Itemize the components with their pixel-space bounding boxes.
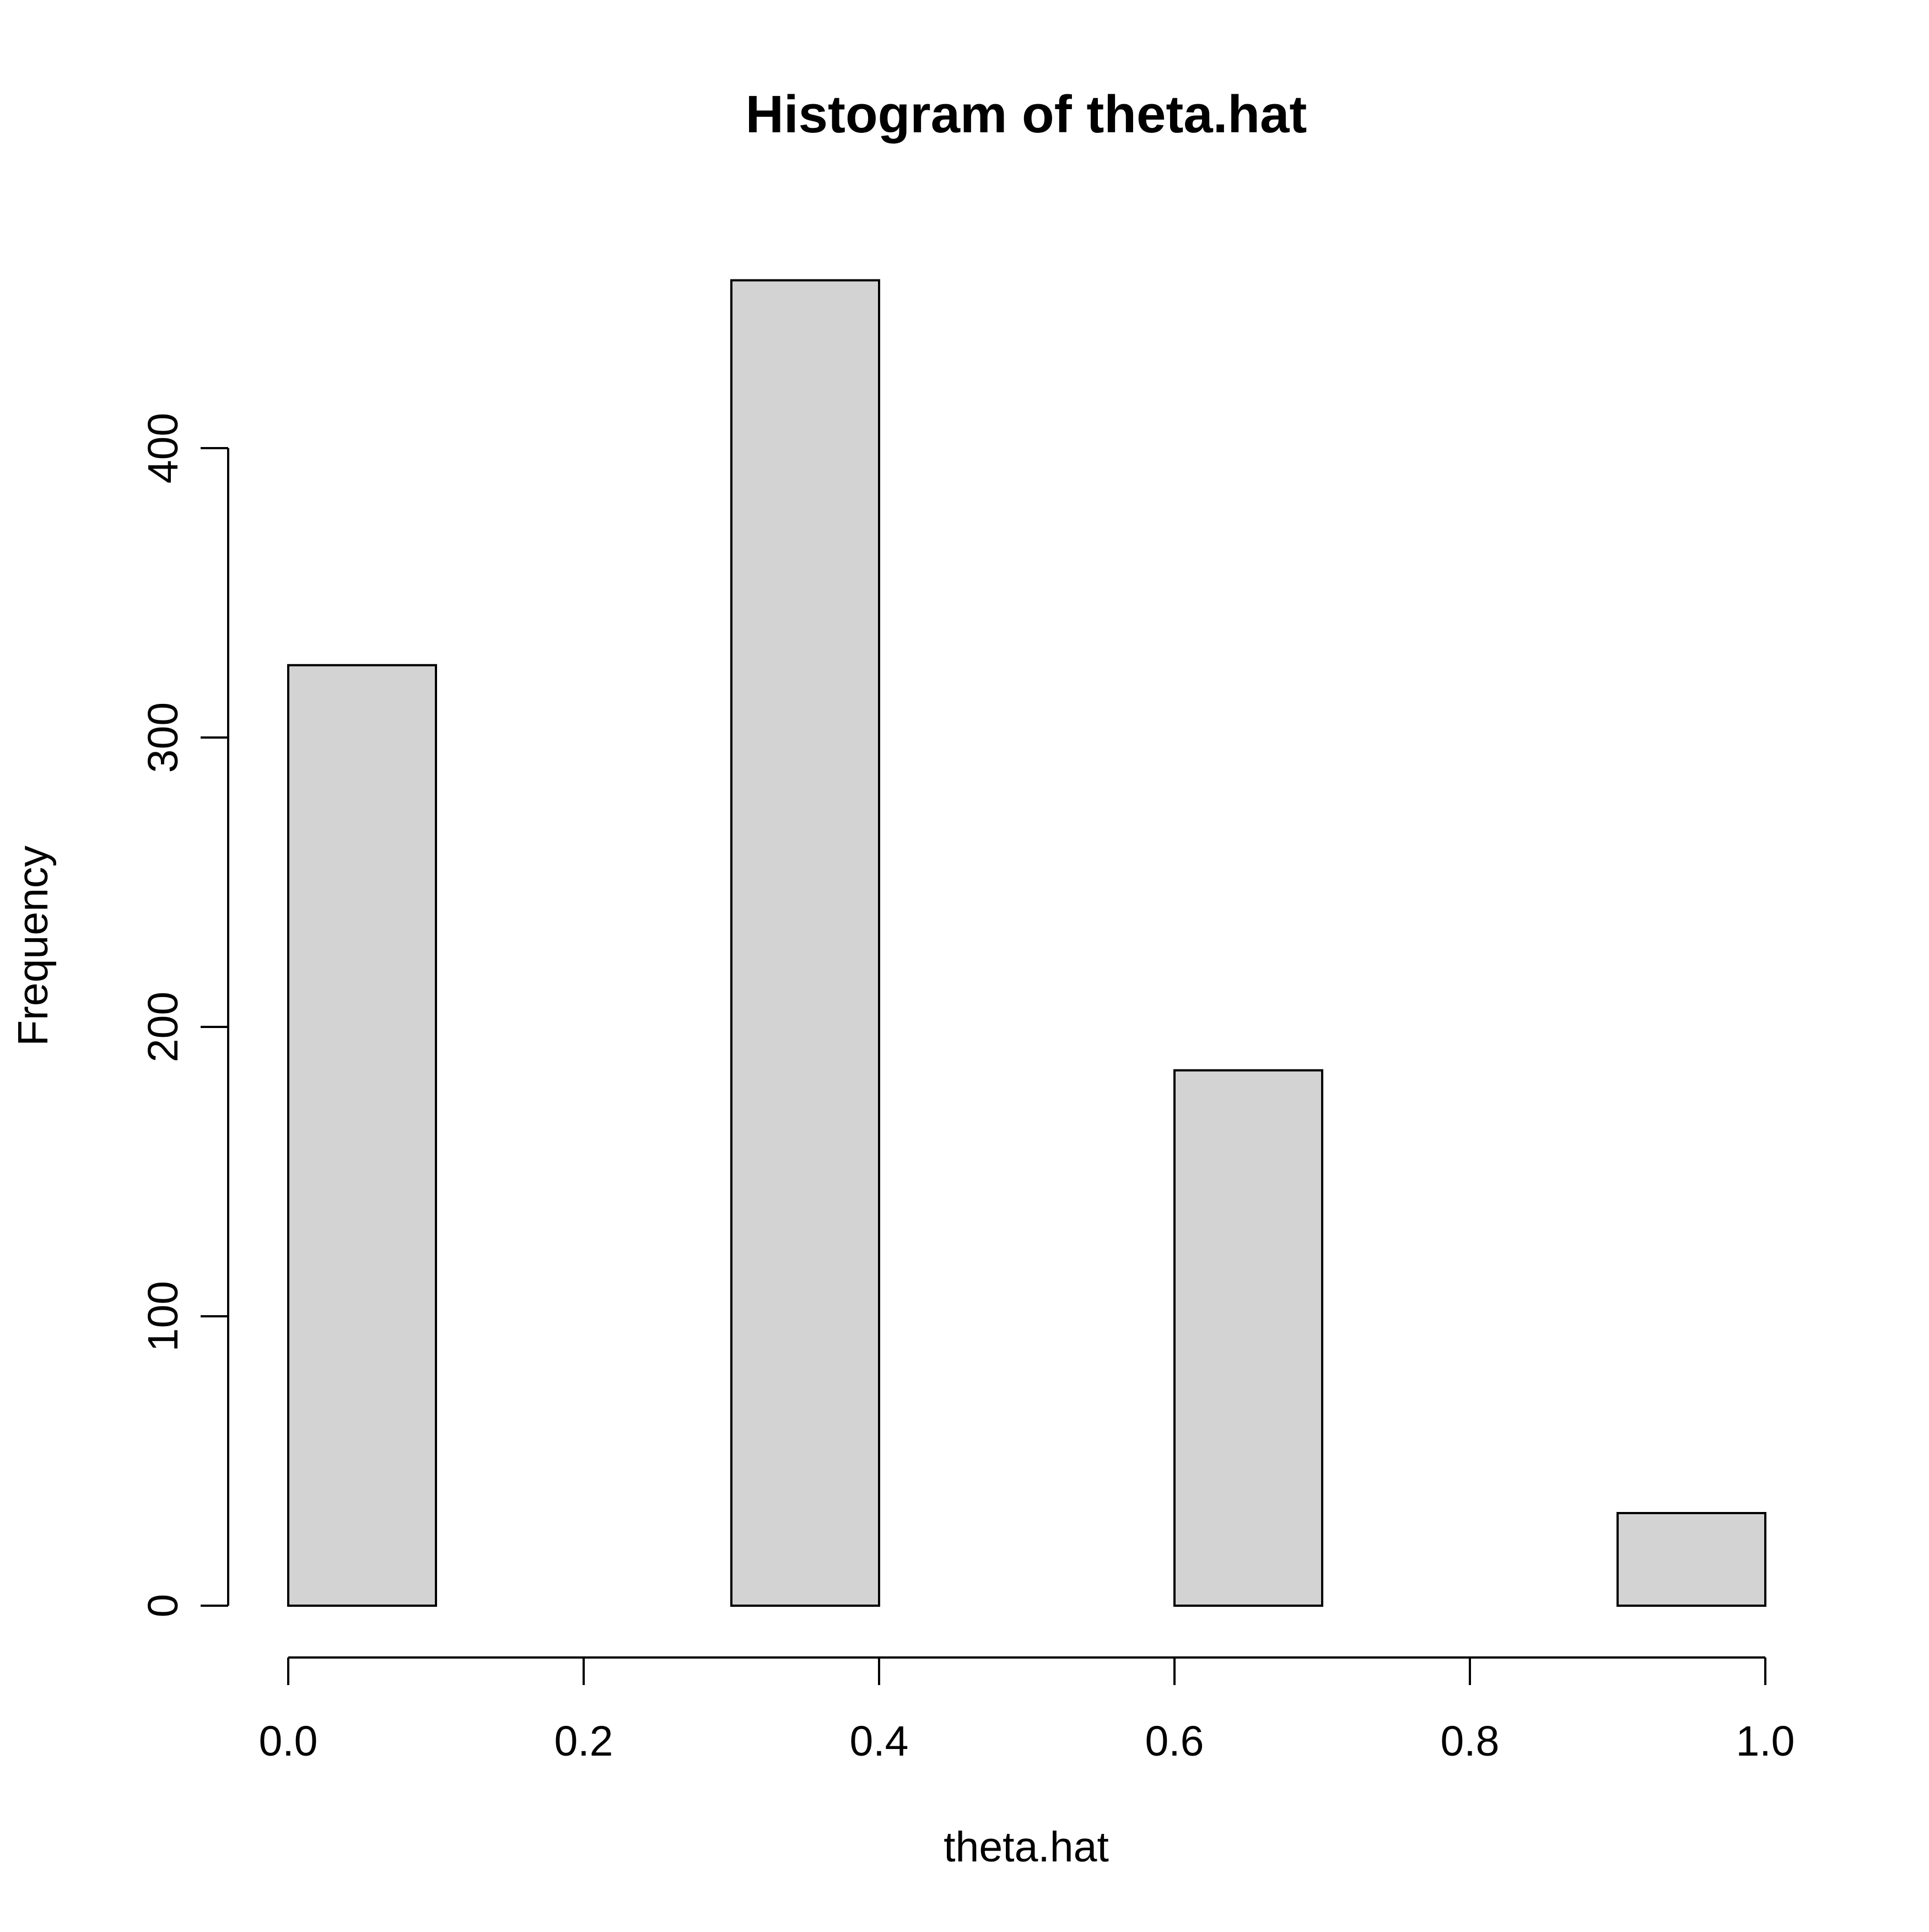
y-tick-label: 0 bbox=[139, 1594, 187, 1618]
histogram-bar bbox=[1173, 1069, 1323, 1607]
x-tick-label: 0.2 bbox=[554, 1718, 613, 1765]
x-axis-label: theta.hat bbox=[944, 1823, 1109, 1871]
x-tick-label: 0.0 bbox=[258, 1718, 317, 1765]
histogram-bar bbox=[287, 664, 437, 1607]
y-tick-label: 400 bbox=[139, 413, 187, 483]
chart-title: Histogram of theta.hat bbox=[746, 85, 1307, 144]
x-tick-label: 0.4 bbox=[849, 1718, 908, 1765]
bars-group bbox=[287, 279, 1766, 1607]
x-tick-label: 1.0 bbox=[1736, 1718, 1795, 1765]
histogram-bar bbox=[730, 279, 880, 1607]
x-tick-label: 0.6 bbox=[1145, 1718, 1204, 1765]
y-axis-label: Frequency bbox=[9, 846, 57, 1046]
y-axis: 0 100 200 300 400 bbox=[139, 413, 229, 1618]
y-tick-label: 200 bbox=[139, 992, 187, 1062]
histogram-bar bbox=[1617, 1512, 1766, 1607]
x-axis: 0.0 0.2 0.4 0.6 0.8 1.0 bbox=[258, 1656, 1795, 1765]
x-tick-label: 0.8 bbox=[1440, 1718, 1499, 1765]
y-tick-label: 100 bbox=[139, 1281, 187, 1352]
y-tick-label: 300 bbox=[139, 702, 187, 773]
